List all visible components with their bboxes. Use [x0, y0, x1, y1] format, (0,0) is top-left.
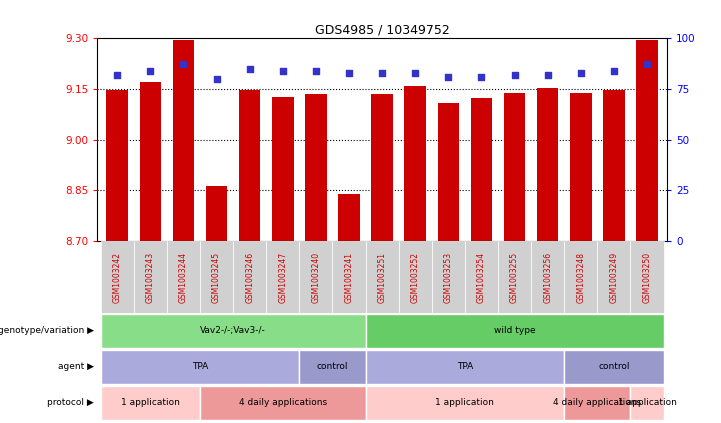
Bar: [101, 314, 366, 348]
Bar: [565, 386, 630, 420]
Bar: [438, 103, 459, 241]
Bar: [399, 241, 432, 313]
Text: GSM1003254: GSM1003254: [477, 252, 486, 302]
Point: [509, 71, 521, 78]
Bar: [570, 93, 592, 241]
Point: [277, 67, 288, 74]
Bar: [531, 241, 565, 313]
Bar: [498, 241, 531, 313]
Text: GSM1003251: GSM1003251: [378, 252, 386, 302]
Text: wild type: wild type: [494, 327, 536, 335]
Text: 4 daily applications: 4 daily applications: [553, 398, 642, 407]
Text: GSM1003255: GSM1003255: [510, 252, 519, 302]
Point: [310, 67, 322, 74]
Point: [211, 75, 222, 82]
Point: [144, 67, 156, 74]
Point: [410, 69, 421, 76]
Text: 1 application: 1 application: [618, 398, 676, 407]
Text: control: control: [317, 363, 348, 371]
Bar: [101, 241, 134, 313]
Text: GSM1003250: GSM1003250: [642, 252, 652, 302]
Bar: [200, 386, 366, 420]
Text: TPA: TPA: [457, 363, 473, 371]
Bar: [366, 314, 663, 348]
Text: GSM1003249: GSM1003249: [609, 252, 619, 302]
Bar: [603, 90, 624, 241]
Bar: [637, 41, 658, 241]
Point: [575, 69, 587, 76]
Text: 4 daily applications: 4 daily applications: [239, 398, 327, 407]
Bar: [432, 241, 465, 313]
Text: control: control: [598, 363, 629, 371]
Bar: [205, 186, 227, 241]
Text: GSM1003241: GSM1003241: [345, 252, 353, 302]
Point: [343, 69, 355, 76]
Point: [443, 73, 454, 80]
Point: [112, 71, 123, 78]
Bar: [338, 195, 360, 241]
Bar: [465, 241, 498, 313]
Bar: [200, 241, 233, 313]
Text: GSM1003253: GSM1003253: [444, 252, 453, 302]
Bar: [504, 93, 526, 241]
Text: GSM1003246: GSM1003246: [245, 252, 255, 302]
Text: GSM1003248: GSM1003248: [576, 252, 585, 302]
Bar: [239, 90, 260, 241]
Title: GDS4985 / 10349752: GDS4985 / 10349752: [315, 24, 449, 37]
Bar: [332, 241, 366, 313]
Text: agent ▶: agent ▶: [58, 363, 94, 371]
Text: GSM1003240: GSM1003240: [311, 252, 320, 302]
Text: TPA: TPA: [192, 363, 208, 371]
Bar: [107, 90, 128, 241]
Bar: [404, 86, 426, 241]
Point: [177, 61, 189, 68]
Bar: [233, 241, 266, 313]
Bar: [366, 350, 565, 384]
Bar: [371, 94, 393, 241]
Text: protocol ▶: protocol ▶: [47, 398, 94, 407]
Point: [641, 61, 653, 68]
Point: [476, 73, 487, 80]
Bar: [598, 241, 630, 313]
Text: GSM1003243: GSM1003243: [146, 252, 155, 302]
Bar: [299, 350, 366, 384]
Text: GSM1003247: GSM1003247: [278, 252, 287, 302]
Point: [609, 67, 620, 74]
Point: [244, 65, 255, 72]
Text: GSM1003256: GSM1003256: [543, 252, 552, 302]
Text: GSM1003245: GSM1003245: [212, 252, 221, 302]
Bar: [101, 350, 299, 384]
Bar: [471, 98, 492, 241]
Bar: [630, 241, 663, 313]
Point: [542, 71, 554, 78]
Bar: [134, 241, 167, 313]
Bar: [565, 350, 663, 384]
Bar: [272, 97, 293, 241]
Text: Vav2-/-;Vav3-/-: Vav2-/-;Vav3-/-: [200, 327, 266, 335]
Text: genotype/variation ▶: genotype/variation ▶: [0, 327, 94, 335]
Text: 1 application: 1 application: [435, 398, 495, 407]
Bar: [266, 241, 299, 313]
Bar: [565, 241, 598, 313]
Bar: [101, 386, 200, 420]
Text: 1 application: 1 application: [121, 398, 180, 407]
Bar: [537, 88, 559, 241]
Text: GSM1003252: GSM1003252: [411, 252, 420, 302]
Bar: [172, 41, 194, 241]
Bar: [366, 241, 399, 313]
Text: GSM1003244: GSM1003244: [179, 252, 188, 302]
Bar: [366, 386, 565, 420]
Point: [376, 69, 388, 76]
Bar: [167, 241, 200, 313]
Bar: [630, 386, 663, 420]
Bar: [299, 241, 332, 313]
Bar: [305, 94, 327, 241]
Text: GSM1003242: GSM1003242: [112, 252, 122, 302]
Bar: [140, 82, 161, 241]
